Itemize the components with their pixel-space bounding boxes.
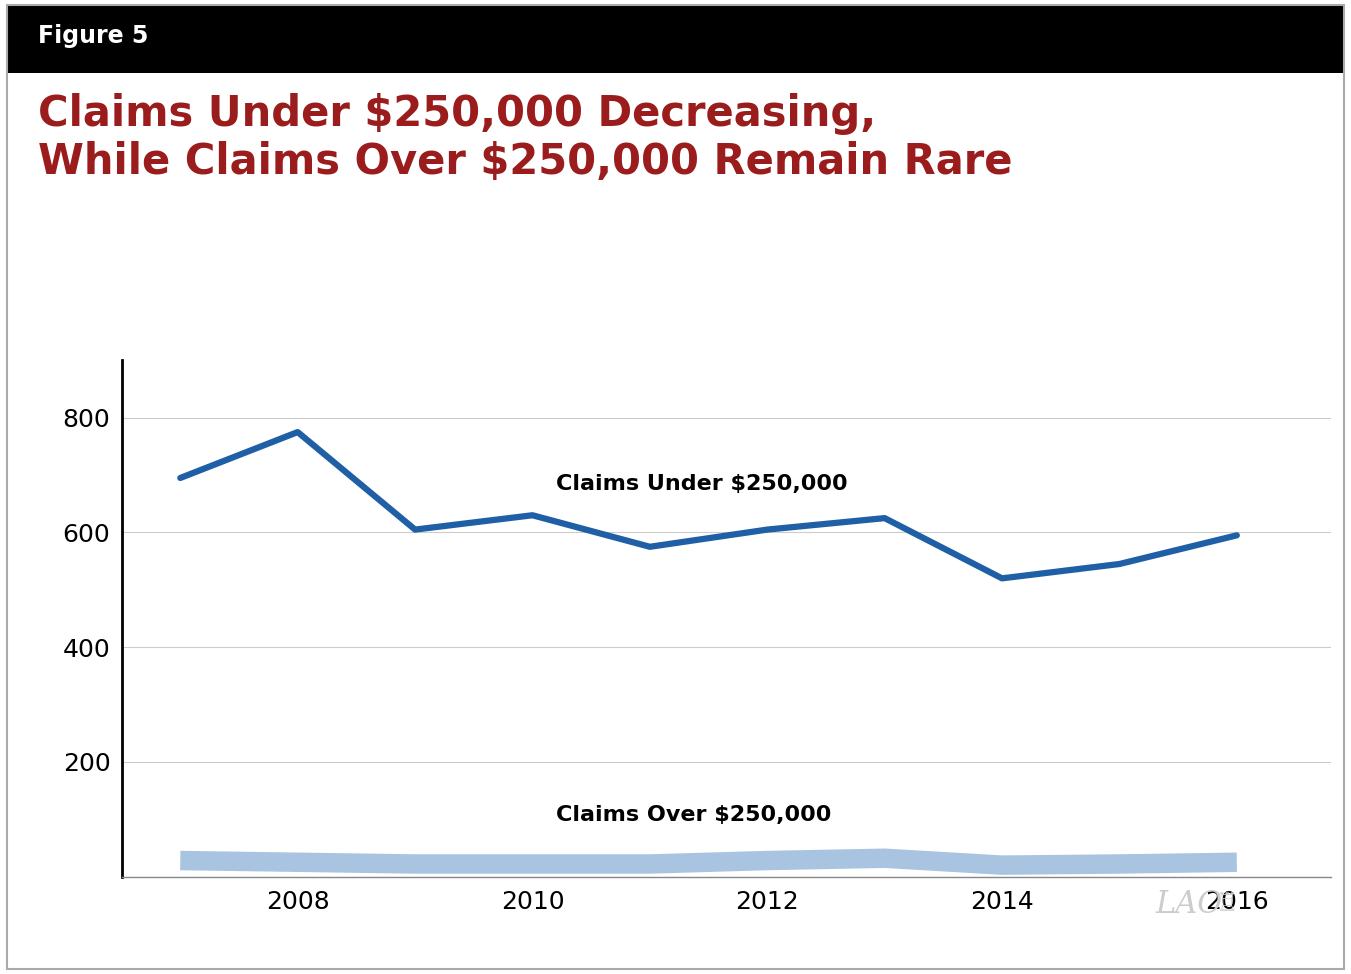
Text: ♖: ♖ [1216, 891, 1239, 916]
Text: Figure 5: Figure 5 [38, 24, 149, 48]
Text: Claims Under $250,000 Decreasing,
While Claims Over $250,000 Remain Rare: Claims Under $250,000 Decreasing, While … [38, 93, 1012, 183]
Text: Claims Under $250,000: Claims Under $250,000 [557, 473, 847, 494]
Text: Claims Over $250,000: Claims Over $250,000 [557, 805, 831, 825]
Text: LAO: LAO [1155, 889, 1223, 920]
